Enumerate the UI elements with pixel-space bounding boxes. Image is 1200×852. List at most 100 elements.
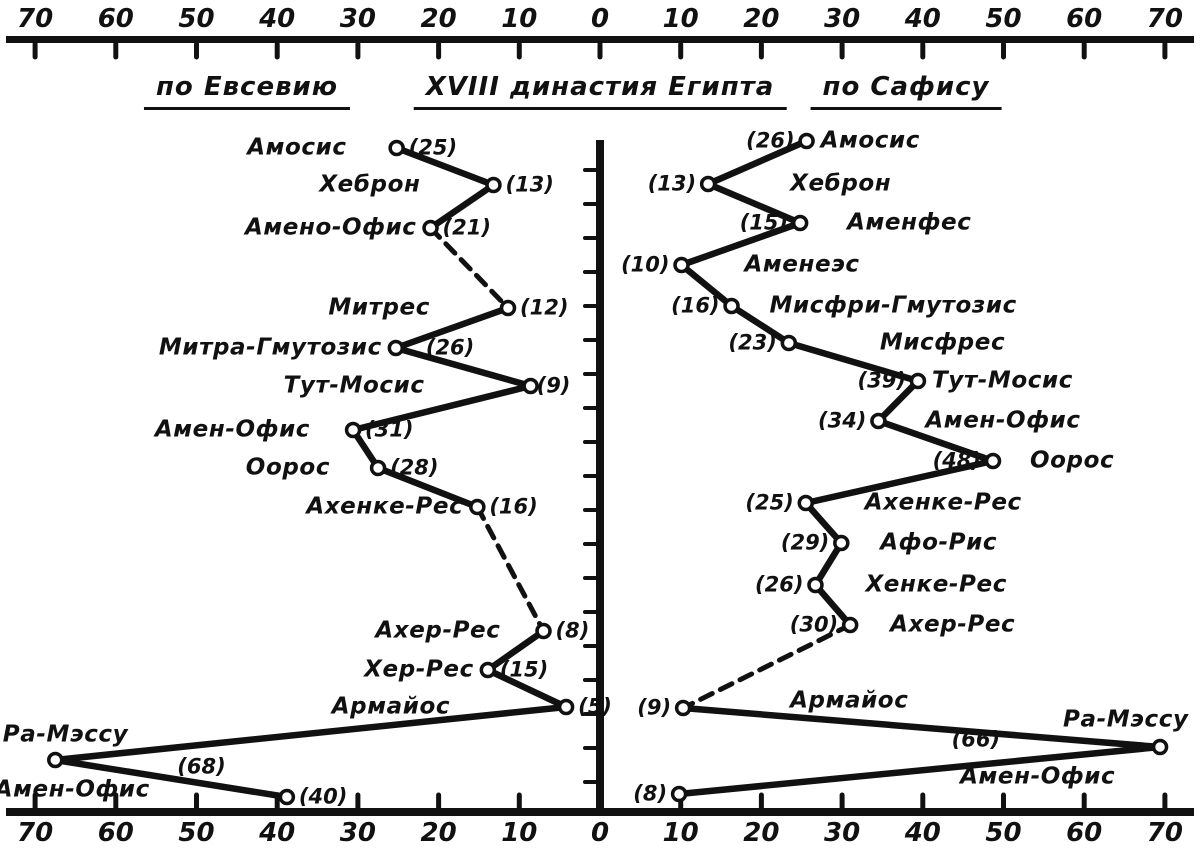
reign-value: (10) xyxy=(621,252,670,277)
data-point xyxy=(670,785,688,803)
top-axis-label: 60 xyxy=(1066,4,1103,34)
pharaoh-name: Армайос xyxy=(790,687,909,714)
reign-connector xyxy=(785,339,922,385)
chart-title: XVIII династия Египта xyxy=(413,72,787,110)
bottom-axis-label: 60 xyxy=(1066,818,1103,848)
pharaoh-name: Мисфри-Гмутозис xyxy=(769,292,1017,319)
pharaoh-name: Ахер-Рес xyxy=(890,611,1016,638)
bottom-axis-label: 40 xyxy=(259,818,296,848)
reign-connector xyxy=(393,144,497,189)
reign-connector xyxy=(349,382,534,434)
reign-connector xyxy=(427,181,497,232)
top-axis-label: 0 xyxy=(590,4,610,34)
center-axis-line xyxy=(596,140,604,812)
pharaoh-name: Митра-Гмутозис xyxy=(158,334,382,361)
reign-value: (23) xyxy=(728,330,777,355)
reign-connector-dashed xyxy=(474,504,547,634)
top-axis-label: 10 xyxy=(501,4,538,34)
reign-value: (15) xyxy=(499,657,549,682)
reign-value: (26) xyxy=(755,572,804,597)
data-point xyxy=(870,412,887,430)
bottom-axis-label: 30 xyxy=(339,818,376,848)
top-axis-line xyxy=(6,36,1194,43)
reign-value: (40) xyxy=(298,784,348,809)
pharaoh-name: Тут-Мосис xyxy=(283,372,425,399)
data-point xyxy=(499,299,517,317)
reign-value: (5) xyxy=(578,694,612,719)
top-axis-label: 30 xyxy=(824,4,861,34)
data-point xyxy=(780,334,798,352)
bottom-axis-label: 70 xyxy=(1146,818,1183,848)
pharaoh-name: Ахенке-Рес xyxy=(306,493,464,520)
reign-connector xyxy=(875,417,997,465)
pharaoh-name: Хенке-Рес xyxy=(865,571,1007,598)
reign-value: (9) xyxy=(536,373,571,398)
top-axis-label: 60 xyxy=(97,4,134,34)
pharaoh-name: Аменфес xyxy=(847,209,972,236)
reign-connector xyxy=(392,304,512,352)
reign-connector xyxy=(52,703,570,764)
reign-value: (13) xyxy=(505,172,554,197)
pharaoh-name: Хеброн xyxy=(790,170,892,197)
reign-connector xyxy=(812,581,854,629)
pharaoh-name: Мисфрес xyxy=(879,329,1006,356)
reign-connector xyxy=(392,344,534,390)
data-point xyxy=(674,699,692,717)
data-point xyxy=(1151,738,1169,756)
pharaoh-name: Ра-Мэссу xyxy=(2,721,129,748)
reign-connector xyxy=(484,666,570,711)
pharaoh-name: Амен-Офис xyxy=(925,407,1081,434)
reign-value: (16) xyxy=(489,494,538,519)
pharaoh-name: Тут-Мосис xyxy=(931,367,1073,394)
data-point xyxy=(369,459,387,477)
bottom-axis-label: 20 xyxy=(743,818,780,848)
data-point xyxy=(833,534,850,552)
reign-value: (29) xyxy=(780,530,830,555)
data-point xyxy=(535,622,552,640)
data-point xyxy=(387,339,405,357)
reign-value: (26) xyxy=(746,128,795,153)
reign-connector xyxy=(374,464,481,511)
reign-value: (13) xyxy=(647,171,697,196)
reign-connector xyxy=(875,377,922,425)
pharaoh-name: Армайос xyxy=(331,693,451,720)
reign-connector xyxy=(484,627,547,674)
reign-connector xyxy=(704,137,810,188)
reign-connector xyxy=(678,219,804,269)
reign-value: (66) xyxy=(951,727,1001,752)
reign-connector xyxy=(679,704,1164,751)
pharaoh-name: Амосис xyxy=(247,134,347,161)
data-point xyxy=(841,616,859,634)
bottom-axis-label: 0 xyxy=(590,818,610,848)
bottom-axis-label: 50 xyxy=(985,818,1022,848)
reign-connector xyxy=(802,457,997,507)
reign-value: (30) xyxy=(789,612,839,637)
data-point xyxy=(422,219,439,237)
pharaoh-name: Оорос xyxy=(1030,447,1115,474)
data-point xyxy=(479,661,497,679)
data-point xyxy=(522,377,539,395)
data-point xyxy=(344,421,362,439)
bottom-axis-label: 20 xyxy=(420,818,457,848)
reign-value: (12) xyxy=(520,295,569,320)
data-point xyxy=(984,452,1002,470)
data-point xyxy=(909,372,927,390)
bottom-axis-label: 30 xyxy=(824,818,861,848)
bottom-axis-label: 10 xyxy=(662,818,699,848)
data-point xyxy=(388,139,405,157)
data-point xyxy=(47,751,64,769)
reign-value: (8) xyxy=(555,618,590,643)
data-point xyxy=(791,214,809,232)
pharaoh-name: Ра-Мэссу xyxy=(1063,706,1189,733)
pharaoh-name: Афо-Рис xyxy=(880,529,998,556)
reign-connector xyxy=(678,261,735,310)
pharaoh-name: Оорос xyxy=(245,454,331,481)
bottom-axis-label: 60 xyxy=(97,818,134,848)
reign-value: (21) xyxy=(442,215,491,240)
reign-value: (25) xyxy=(745,490,794,515)
top-axis-label: 40 xyxy=(259,4,296,34)
data-point xyxy=(557,698,575,716)
